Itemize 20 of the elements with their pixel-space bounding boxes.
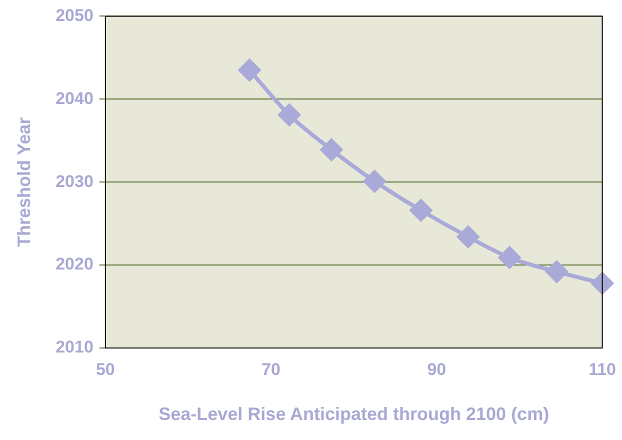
point (591, 272, 614, 294)
y-tick-label: 2040 (56, 88, 94, 108)
y-tick-label: 2020 (56, 254, 94, 274)
x-tick-label: 70 (262, 360, 280, 379)
point (278, 104, 300, 126)
point (546, 260, 568, 283)
point (457, 226, 480, 248)
point (364, 170, 386, 192)
y-tick-label: 2050 (56, 6, 94, 25)
point (410, 199, 432, 222)
x-tick-label: 50 (96, 360, 115, 379)
point (320, 138, 342, 161)
x-axis-title: Sea-Level Rise Anticipated through 2100 (cm) (158, 404, 550, 424)
point (238, 59, 261, 82)
y-tick-label: 2010 (56, 338, 94, 357)
y-tick-label: 2030 (56, 172, 94, 191)
point (498, 246, 521, 269)
x-tick-label: 90 (427, 360, 446, 379)
x-tick-label: 110 (588, 360, 616, 379)
y-axis-title: Threshold Year (14, 117, 34, 247)
